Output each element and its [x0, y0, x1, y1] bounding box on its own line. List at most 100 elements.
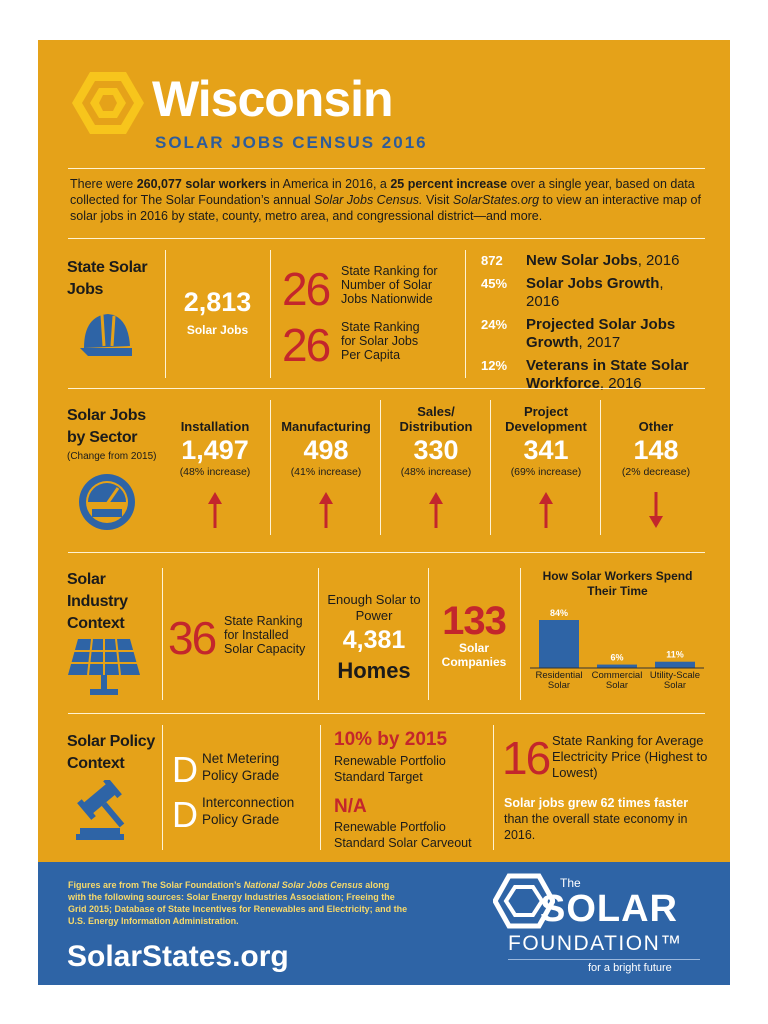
- arrow-head: [208, 492, 222, 504]
- divider: [318, 568, 319, 700]
- intro-text: to view an interactive map of solar jobs…: [70, 193, 701, 223]
- sector-name: Other: [638, 419, 674, 434]
- divider: [68, 552, 705, 553]
- divider: [520, 568, 521, 700]
- bar: [539, 620, 579, 668]
- ranking: 16: [502, 732, 551, 784]
- divider: [493, 725, 494, 850]
- rps-target: 10% by 2015: [334, 729, 448, 750]
- hardhat-icon: [80, 314, 132, 356]
- divider: [162, 568, 163, 700]
- divider: [165, 250, 166, 378]
- gauge-icon: [79, 474, 135, 530]
- logo-rule: [508, 959, 700, 960]
- sector-value: 341: [523, 435, 569, 465]
- stat-label: Veterans in State Solar Workforce: [526, 357, 689, 392]
- homes-lead: Enough Solar to Power: [327, 592, 421, 623]
- arrow-head: [539, 492, 553, 504]
- sector-name-box: Sales/ Distribution: [381, 400, 491, 434]
- arrow-head: [649, 516, 663, 528]
- intro: There were 260,077 solar workers in Amer…: [70, 176, 705, 224]
- sector-column: Installation 1,497 (48% increase): [160, 400, 270, 535]
- sector-name-box: Other: [601, 400, 711, 434]
- stat-suffix: , 2017: [578, 334, 621, 351]
- stat-value: 872: [481, 253, 503, 268]
- stat-row: 45% Solar Jobs Growth, 2016: [481, 275, 701, 311]
- time-chart: 84% 6% 11%: [530, 608, 704, 669]
- logo-solar: SOLAR: [540, 888, 678, 930]
- sector-name: Installation: [180, 419, 250, 434]
- ranking: 26: [282, 263, 331, 315]
- jobs-count-label: Solar Jobs: [186, 323, 249, 337]
- logo-foundation: FOUNDATION™: [508, 932, 683, 955]
- sector-change: (48% increase): [179, 466, 251, 478]
- stat-text: Projected Solar Jobs Growth, 2017: [526, 316, 701, 352]
- divider: [270, 250, 271, 378]
- trend-arrow: [319, 492, 333, 528]
- rps-carveout: N/A: [334, 796, 367, 817]
- grade: D: [172, 794, 198, 835]
- sector-column: Other 148 (2% decrease): [600, 400, 711, 535]
- ranking-text: State Ranking for Solar Jobs Per Capita: [341, 320, 420, 362]
- sector-column: Manufacturing 498 (41% increase): [270, 400, 381, 535]
- chart-title: How Solar Workers Spend Their Time: [542, 569, 693, 598]
- bar-value-label: 6%: [610, 653, 623, 663]
- section-label: State Solar Jobs: [67, 259, 148, 298]
- sector-column: Project Development 341 (69% increase): [490, 400, 601, 535]
- stat-label: Solar Jobs Growth: [526, 275, 660, 292]
- hex-logo: [72, 72, 144, 134]
- category-label: Residential Solar: [535, 670, 583, 691]
- homes-value: 4,381: [342, 626, 406, 654]
- sector-value: 1,497: [181, 435, 249, 465]
- grade: D: [172, 749, 198, 790]
- sector-name: Manufacturing: [281, 419, 371, 434]
- bar-value-label: 84%: [550, 608, 568, 618]
- stat-text: Solar Jobs Growth, 2016: [526, 275, 701, 311]
- companies-value: 133: [442, 599, 507, 643]
- ranking-text: State Ranking for Average Electricity Pr…: [552, 733, 708, 780]
- arrow-head: [429, 492, 443, 504]
- trend-arrow: [208, 492, 222, 528]
- stat-value: 24%: [481, 317, 508, 332]
- divider: [428, 568, 429, 700]
- sector-change: (41% increase): [290, 466, 362, 478]
- ranking-text: State Ranking for Installed Solar Capaci…: [224, 614, 306, 656]
- sector-change: (69% increase): [510, 466, 582, 478]
- stat-label: Projected Solar Jobs Growth: [526, 316, 676, 351]
- stat-suffix: , 2016: [599, 375, 642, 392]
- sector-name-box: Manufacturing: [271, 400, 381, 434]
- intro-text: over a single year, based on data collec…: [70, 177, 695, 207]
- bar-value-label: 11%: [666, 650, 684, 660]
- sources: Figures are from The Solar Foundation’s …: [68, 879, 408, 927]
- ranking: 36: [168, 612, 217, 664]
- stat-suffix: , 2016: [637, 252, 680, 269]
- category-label: Utility-Scale Solar: [649, 670, 701, 691]
- title: Wisconsin: [152, 71, 394, 127]
- trend-arrow: [649, 492, 663, 528]
- gavel-icon: [76, 780, 125, 840]
- stat-suffix: , 2016: [526, 275, 664, 310]
- ranking-text: State Ranking for Number of Solar Jobs N…: [341, 264, 438, 306]
- intro-italic: Solar Jobs Census.: [314, 193, 423, 207]
- site-link[interactable]: SolarStates.org: [67, 940, 289, 973]
- intro-text: Visit: [422, 193, 453, 207]
- orange-panel: [38, 40, 730, 862]
- foundation-hex: [493, 873, 555, 929]
- solar-panel-icon: [68, 638, 140, 695]
- arrow-head: [319, 492, 333, 504]
- section-label: Solar Policy Context: [67, 733, 155, 772]
- grade-label: Interconnection Policy Grade: [202, 795, 295, 827]
- stat-text: Veterans in State Solar Workforce, 2016: [526, 357, 701, 393]
- intro-text: in America in 2016, a: [266, 177, 391, 191]
- category-label: Commercial Solar: [591, 670, 643, 691]
- growth-text: than the overall state economy in 2016.: [504, 812, 688, 842]
- rps-label: Renewable Portfolio Standard Target: [334, 754, 446, 784]
- stat-value: 12%: [481, 358, 508, 373]
- sector-change: (2% decrease): [621, 466, 691, 478]
- growth-bold: Solar jobs grew 62 times faster: [504, 796, 689, 810]
- intro-italic: SolarStates.org: [452, 193, 540, 207]
- stats-list: 872 New Solar Jobs, 2016 45% Solar Jobs Gro…: [481, 252, 701, 398]
- divider: [320, 725, 321, 850]
- sources-text: along with the following sources: Solar …: [68, 880, 408, 926]
